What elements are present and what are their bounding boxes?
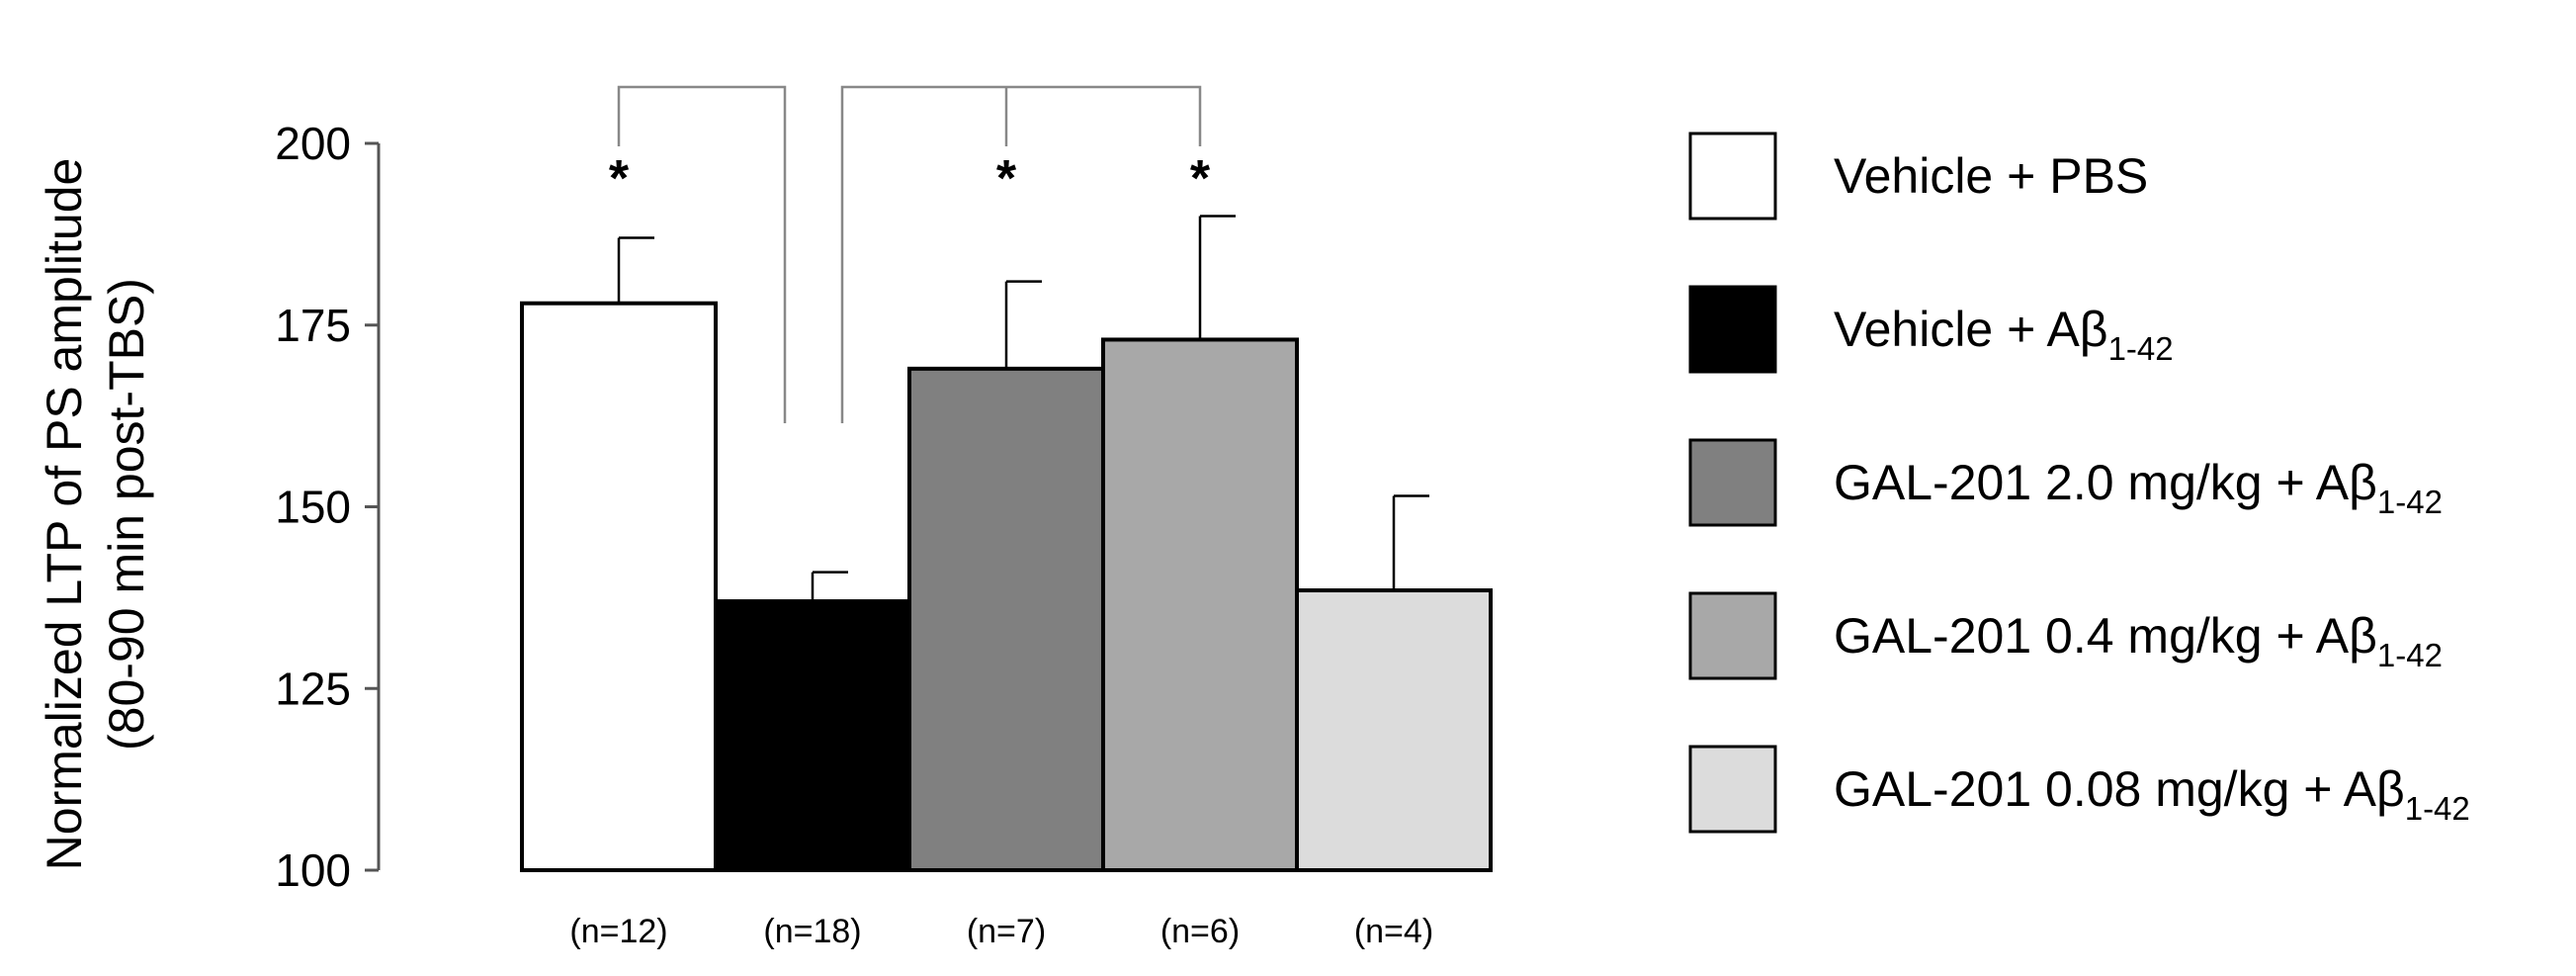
legend-entry: GAL-201 2.0 mg/kg + Aβ1-42 [1834, 455, 2443, 520]
y-tick-label: 175 [275, 300, 351, 351]
y-tick-label: 200 [275, 118, 351, 169]
x-tick-label: (n=4) [1354, 913, 1433, 950]
legend-swatch [1688, 591, 1777, 680]
bar [907, 366, 1105, 872]
y-axis: 100 125 150 175 200 [275, 118, 381, 896]
x-tick-label: (n=6) [1160, 913, 1240, 950]
y-axis-label-line1: Normalized LTP of PS amplitude [37, 158, 92, 871]
bar [520, 301, 718, 872]
legend-entry: Vehicle + PBS [1834, 148, 2148, 204]
legend-entry: Vehicle + Aβ1-42 [1834, 302, 2174, 367]
bar [714, 599, 911, 872]
significance-star: * [1190, 150, 1211, 208]
y-tick-label: 125 [275, 663, 351, 714]
legend-swatch [1688, 285, 1777, 374]
x-tick-labels: (n=12) (n=18) (n=7) (n=6) (n=4) [569, 913, 1433, 950]
bars: * * * [520, 150, 1493, 873]
x-tick-label: (n=7) [967, 913, 1046, 950]
x-tick-label: (n=12) [569, 913, 667, 950]
x-tick-label: (n=18) [763, 913, 861, 950]
y-tick-label: 150 [275, 482, 351, 533]
y-tick-label: 100 [275, 844, 351, 896]
bracket-vehicle-pbs [617, 85, 787, 423]
significance-star: * [609, 150, 630, 208]
significance-brackets [617, 85, 1202, 423]
legend: Vehicle + PBS Vehicle + Aβ1-42 GAL-201 2.0… [1688, 132, 2470, 834]
bar [1101, 337, 1299, 872]
y-axis-label-line2: (80-90 min post-TBS) [99, 278, 154, 751]
legend-swatch [1688, 438, 1777, 527]
legend-entry: GAL-201 0.08 mg/kg + Aβ1-42 [1834, 761, 2470, 827]
bar [1295, 588, 1493, 873]
legend-entry: GAL-201 0.4 mg/kg + Aβ1-42 [1834, 608, 2443, 673]
significance-star: * [996, 150, 1017, 208]
legend-swatch [1688, 745, 1777, 834]
bracket-gal201 [840, 85, 1202, 423]
legend-swatch [1688, 132, 1777, 221]
